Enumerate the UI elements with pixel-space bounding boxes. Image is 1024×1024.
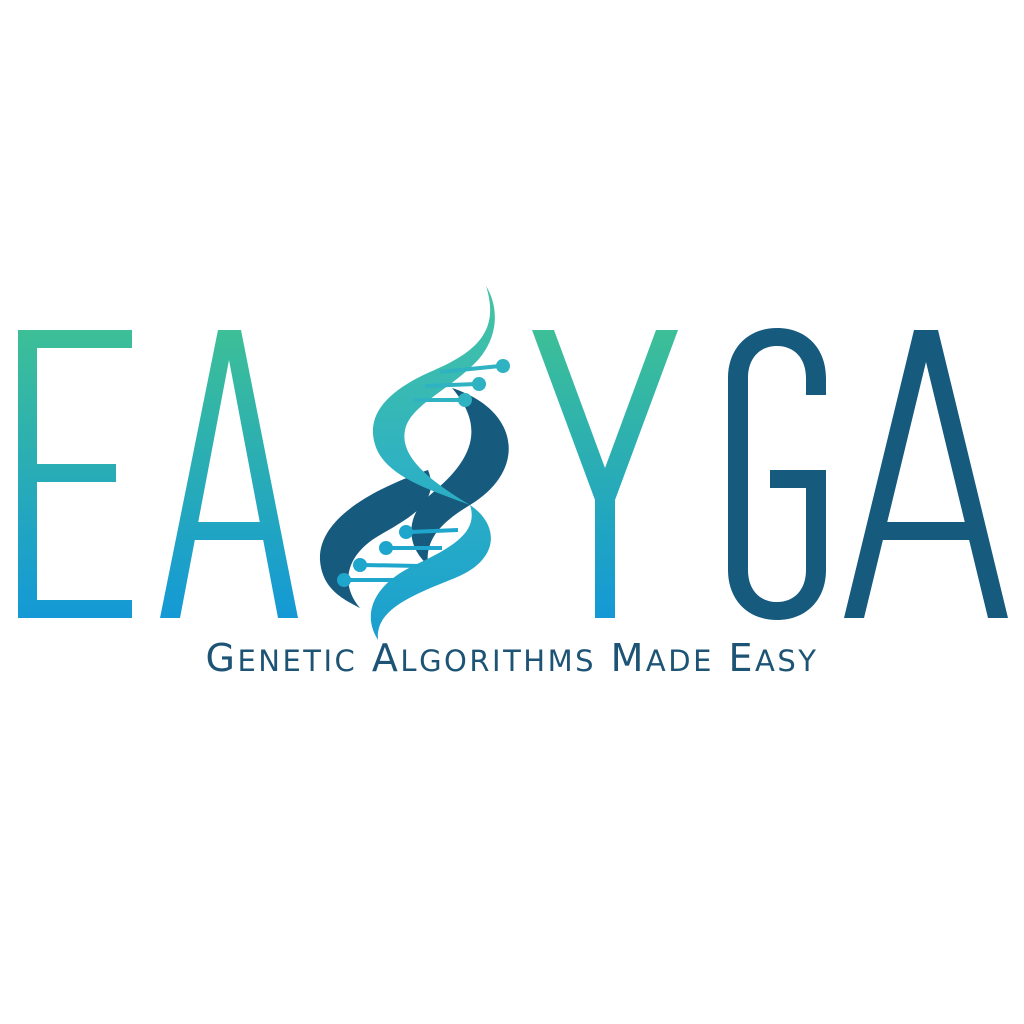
letter-g bbox=[728, 328, 826, 620]
letter-e bbox=[18, 330, 132, 618]
tagline: GENETIC ALGORITHMS MADE EASY bbox=[0, 632, 1024, 687]
tagline-word-1: GENETIC bbox=[205, 636, 358, 680]
tagline-word-3: MADE bbox=[610, 636, 714, 680]
tagline-word-2: ALGORITHMS bbox=[371, 636, 597, 680]
tagline-word-4: EASY bbox=[728, 636, 819, 680]
letter-a-second bbox=[844, 330, 1008, 618]
letter-a-first bbox=[160, 330, 298, 618]
letter-y bbox=[532, 330, 678, 618]
dna-helix-icon bbox=[319, 286, 510, 640]
